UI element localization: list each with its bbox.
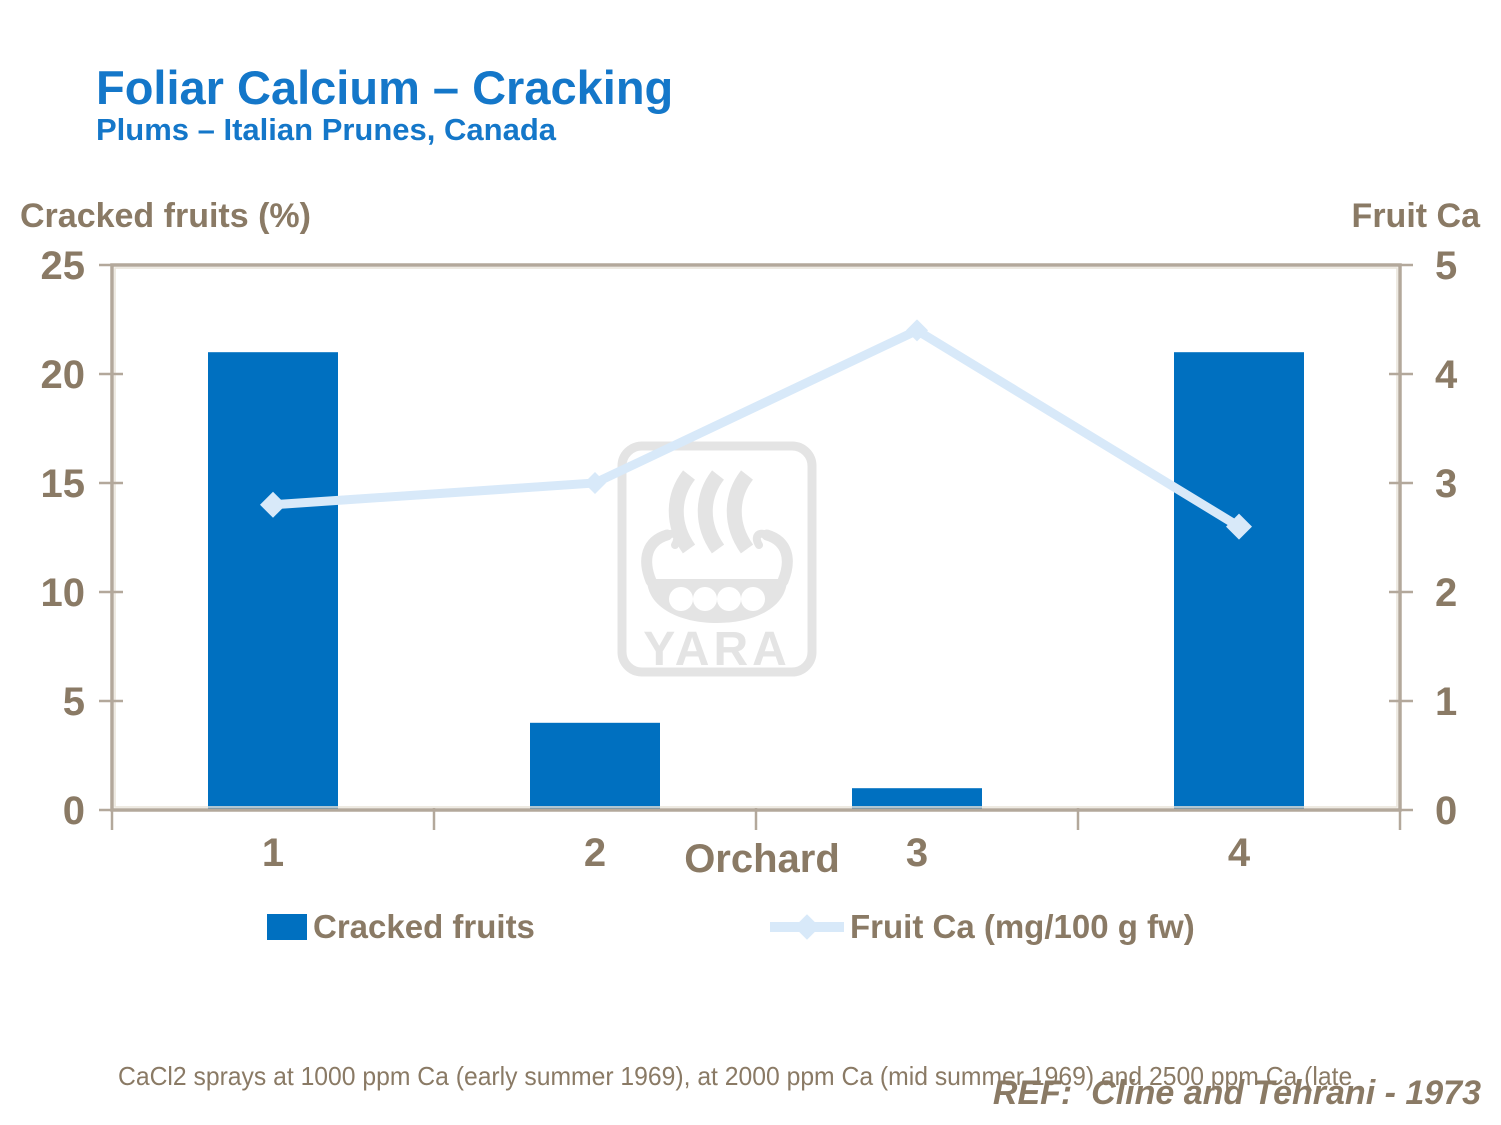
category-label-3: 3: [906, 831, 928, 875]
legend-line-diamond: [794, 914, 820, 940]
watermark-sail-icon: [697, 470, 725, 554]
watermark-shield-hole: [693, 587, 717, 611]
legend-line-marker-icon: [770, 914, 844, 940]
page-title: Foliar Calcium – Cracking: [96, 61, 674, 114]
left-axis-tick-label: 15: [41, 462, 86, 506]
fruit-ca-point-2: [584, 472, 606, 494]
fruit-ca-point-4: [1226, 513, 1252, 540]
bar-orchard-4: [1174, 352, 1304, 810]
x-axis-title: Orchard: [684, 837, 840, 881]
legend-item-fruit-ca: Fruit Ca (mg/100 g fw): [770, 908, 1195, 946]
watermark-shield-hole: [669, 587, 693, 611]
watermark-sail-icon: [726, 470, 754, 554]
bar-orchard-2: [530, 722, 660, 810]
footnote: CaCl2 sprays at 1000 ppm Ca (early summe…: [118, 984, 1410, 1125]
watermark-border: [617, 441, 817, 677]
reference-text: REF: Cline and Tehrani - 1973: [992, 1074, 1481, 1112]
category-label-1: 1: [262, 831, 284, 875]
watermark-prow-head-icon: [663, 529, 682, 549]
bar-orchard-3: [852, 788, 982, 810]
page-subtitle: Plums – Italian Prunes, Canada: [96, 112, 556, 147]
watermark-text: YARA: [643, 623, 791, 676]
left-axis-tick-label: 0: [63, 789, 85, 833]
left-axis-tick-label: 25: [41, 244, 86, 288]
legend-bar-swatch-icon: [267, 914, 307, 940]
left-axis-tick-label: 5: [63, 680, 85, 724]
fruit-ca-line: [272, 325, 1242, 531]
left-axis-tick-label: 10: [41, 571, 86, 615]
watermark-hull-icon: [647, 579, 787, 623]
watermark-stern-head-icon: [752, 529, 771, 549]
left-axis-title: Cracked fruits (%): [20, 197, 311, 235]
bar-orchard-1: [208, 352, 338, 810]
fruit-ca-point-3: [906, 319, 928, 342]
watermark-sail-icon: [668, 470, 696, 554]
legend-fruit-ca-label: Fruit Ca (mg/100 g fw): [850, 908, 1195, 945]
right-axis-tick-label: 0: [1435, 789, 1457, 833]
right-axis-tick-label: 4: [1435, 353, 1458, 397]
fruit-ca-point-1: [260, 491, 286, 518]
right-axis-title: Fruit Ca: [1351, 197, 1480, 235]
right-axis-tick-label: 3: [1435, 462, 1457, 506]
footnote-line-1: CaCl2 sprays at 1000 ppm Ca (early summe…: [118, 1061, 1353, 1091]
watermark-shield-hole: [741, 587, 765, 611]
watermark-stern-icon: [761, 529, 793, 587]
right-axis-tick-label: 1: [1435, 680, 1457, 724]
watermark-shield-hole: [717, 587, 741, 611]
category-label-4: 4: [1228, 831, 1251, 875]
watermark-prow-icon: [641, 529, 673, 587]
legend-item-cracked-fruits: Cracked fruits: [267, 908, 535, 946]
left-axis-tick-label: 20: [41, 353, 86, 397]
category-label-2: 2: [584, 831, 606, 875]
right-axis-tick-label: 5: [1435, 244, 1457, 288]
yara-watermark: YARA: [617, 441, 817, 677]
plot-frame-inner: [114, 267, 1398, 808]
right-axis-tick-label: 2: [1435, 571, 1457, 615]
legend-cracked-fruits-label: Cracked fruits: [313, 908, 535, 945]
